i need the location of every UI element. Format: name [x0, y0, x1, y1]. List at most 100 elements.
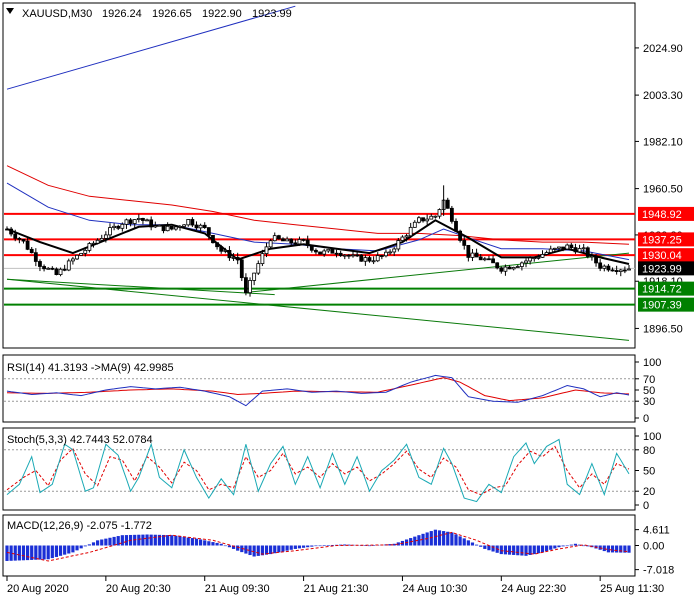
- macd-histogram-bar: [264, 545, 269, 555]
- candle-body: [552, 247, 557, 250]
- macd-histogram-bar: [145, 534, 149, 546]
- macd-histogram-bar: [203, 540, 207, 546]
- macd-histogram-bar: [553, 545, 557, 549]
- candle-body: [235, 257, 240, 261]
- candle-body: [404, 235, 409, 238]
- macd-histogram-bar: [91, 542, 96, 546]
- indicator-y-tick-label: 0: [643, 413, 649, 425]
- macd-histogram-bar: [100, 539, 104, 546]
- macd-signal-line[interactable]: [6, 531, 630, 562]
- macd-histogram-bar: [199, 539, 203, 546]
- macd-histogram-bar: [462, 538, 466, 546]
- rsi-line[interactable]: [6, 374, 630, 407]
- price-level-tag-label: 1937.25: [642, 234, 682, 246]
- stoch-panel[interactable]: 100 80 50 20 0 Stoch(5,3,3) 42.7443 52.0784: [2, 427, 661, 512]
- candle-body: [548, 248, 553, 253]
- ohlc-low: 1922.90: [202, 8, 242, 20]
- macd-histogram-bar: [314, 545, 318, 547]
- trendline-green-lower[interactable]: [6, 278, 630, 341]
- trendline-green-flat[interactable]: [6, 278, 275, 296]
- candle-body: [482, 258, 487, 261]
- candle-body: [610, 269, 615, 272]
- candle-body: [301, 239, 306, 241]
- x-tick-label: 24 Aug 22:30: [501, 583, 566, 595]
- candle-body: [83, 249, 88, 254]
- candle-body: [87, 243, 92, 251]
- trendline-blue[interactable]: [6, 5, 296, 90]
- macd-histogram-bar: [58, 545, 63, 556]
- candle-body: [363, 257, 368, 262]
- macd-histogram-bar: [178, 536, 182, 546]
- candle-body: [528, 257, 533, 262]
- macd-histogram-bar: [260, 545, 264, 556]
- candle-body: [503, 266, 508, 272]
- macd-histogram-bar: [413, 536, 417, 546]
- y-tick-label: 1960.50: [643, 184, 683, 196]
- candle-body: [421, 217, 425, 222]
- macd-histogram-bar: [256, 545, 260, 556]
- candle-body: [128, 219, 133, 224]
- macd-histogram-bar: [50, 545, 54, 559]
- candle-body: [334, 252, 339, 255]
- macd-histogram-bar: [557, 545, 561, 548]
- candle-body: [21, 239, 26, 242]
- candle-body: [618, 269, 623, 273]
- candle-body: [577, 248, 582, 253]
- candle-body: [371, 260, 376, 263]
- macd-histogram-bar: [442, 531, 446, 546]
- candle-body: [289, 238, 294, 244]
- rsi-ma-line[interactable]: [6, 377, 630, 402]
- macd-histogram-bar: [71, 545, 75, 553]
- x-tick-label: 25 Aug 11:30: [600, 583, 664, 595]
- moving-average-slow[interactable]: [6, 165, 630, 245]
- candle-body: [13, 233, 18, 239]
- candle-body: [5, 228, 9, 231]
- candle-body: [165, 225, 170, 232]
- macd-histogram-bar: [83, 545, 87, 547]
- y-tick-label: 1896.50: [643, 323, 683, 335]
- candle-body: [124, 219, 129, 225]
- rsi-label: RSI(14) 41.3193 ->MA(9) 42.9985: [7, 362, 174, 374]
- indicator-y-tick-label: 70: [643, 374, 655, 386]
- macd-histogram-bar: [269, 545, 273, 555]
- candle-body: [314, 249, 318, 253]
- macd-panel[interactable]: 4.611 0.00 -7.018 MACD(12,26,9) -2.075 -1.…: [2, 514, 674, 577]
- candle-body: [194, 224, 199, 229]
- macd-histogram-bar: [21, 545, 26, 561]
- macd-histogram-bar: [450, 532, 454, 546]
- macd-histogram-bar: [623, 545, 627, 553]
- candle-body: [281, 238, 285, 242]
- candle-body: [322, 250, 327, 255]
- macd-histogram-bar: [301, 545, 306, 548]
- stoch-signal-line[interactable]: [6, 445, 630, 496]
- macd-histogram-bar: [244, 545, 248, 554]
- collapse-triangle-icon[interactable]: [6, 8, 14, 14]
- candle-body: [169, 225, 174, 230]
- macd-histogram-bar: [219, 543, 223, 546]
- main-price-panel[interactable]: 2024.902003.301982.101960.501939.301918.…: [2, 2, 694, 349]
- stoch-main-line[interactable]: [6, 438, 630, 503]
- indicator-y-tick-label: 50: [643, 385, 655, 397]
- macd-histogram-bar: [454, 534, 458, 546]
- macd-histogram-bar: [46, 545, 50, 560]
- macd-histogram-bar: [429, 531, 433, 546]
- candle-body: [42, 266, 46, 270]
- candle-body: [25, 240, 30, 250]
- candle-body: [495, 262, 500, 269]
- macd-histogram-bar: [104, 538, 108, 546]
- ohlc-high: 1926.65: [152, 8, 192, 20]
- candle-body: [532, 257, 537, 260]
- candle-body: [614, 270, 619, 273]
- candle-body: [466, 244, 471, 258]
- candle-body: [429, 215, 434, 220]
- macd-histogram-bar: [310, 545, 314, 547]
- moving-average-fast[interactable]: [6, 219, 630, 265]
- macd-histogram-bar: [322, 545, 326, 546]
- candle-body: [186, 219, 191, 226]
- candle-body: [198, 224, 203, 229]
- macd-histogram-bar: [30, 545, 34, 560]
- candle-body: [17, 237, 22, 240]
- macd-histogram-bar: [565, 545, 569, 547]
- trendline-green-support[interactable]: [245, 252, 630, 293]
